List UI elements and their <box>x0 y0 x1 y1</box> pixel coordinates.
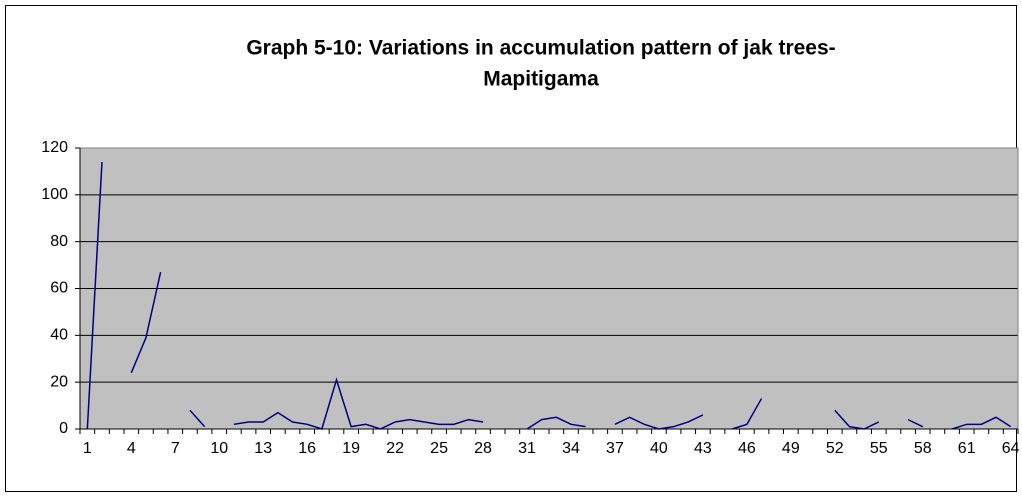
y-tick-label: 40 <box>50 327 68 344</box>
x-tick-label: 64 <box>1002 440 1020 457</box>
x-tick-label: 13 <box>254 440 272 457</box>
x-tick-label: 1 <box>83 440 92 457</box>
x-tick-label: 43 <box>694 440 712 457</box>
x-tick-label: 19 <box>342 440 360 457</box>
x-tick-label: 49 <box>782 440 800 457</box>
x-tick-label: 34 <box>562 440 580 457</box>
x-tick-label: 37 <box>606 440 624 457</box>
x-tick-label: 52 <box>826 440 844 457</box>
x-tick-label: 22 <box>386 440 404 457</box>
y-tick-label: 60 <box>50 280 68 297</box>
x-tick-label: 58 <box>914 440 932 457</box>
x-tick-label: 16 <box>298 440 316 457</box>
x-tick-label: 61 <box>958 440 976 457</box>
chart-title: Mapitigama <box>483 68 599 91</box>
x-tick-label: 55 <box>870 440 888 457</box>
x-tick-label: 40 <box>650 440 668 457</box>
x-tick-label: 31 <box>518 440 536 457</box>
data-line <box>86 162 1012 430</box>
x-tick-label: 25 <box>430 440 448 457</box>
y-tick-label: 20 <box>50 373 68 390</box>
y-tick-label: 100 <box>41 186 68 203</box>
chart-title: Graph 5-10: Variations in accumulation p… <box>246 37 835 60</box>
y-tick-label: 80 <box>50 233 68 250</box>
x-tick-label: 10 <box>210 440 228 457</box>
y-tick-label: 120 <box>41 139 68 156</box>
x-tick-label: 7 <box>171 440 180 457</box>
y-tick-label: 0 <box>59 420 68 437</box>
x-tick-label: 4 <box>127 440 136 457</box>
x-tick-label: 46 <box>738 440 756 457</box>
x-tick-label: 28 <box>474 440 492 457</box>
